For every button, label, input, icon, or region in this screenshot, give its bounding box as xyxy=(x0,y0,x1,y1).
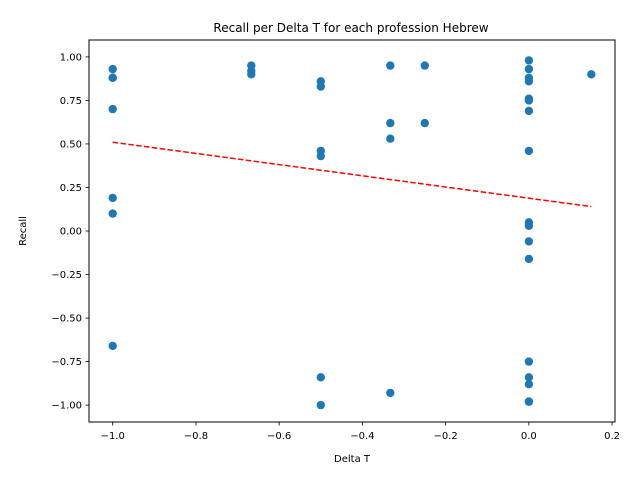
data-point xyxy=(247,70,256,79)
x-tick-label: −0.8 xyxy=(184,431,208,442)
data-point xyxy=(524,254,534,264)
data-point xyxy=(316,400,325,410)
data-point xyxy=(524,373,534,382)
x-tick-label: −0.6 xyxy=(267,431,291,442)
data-point xyxy=(108,209,117,218)
x-tick-label: 0.2 xyxy=(604,431,620,442)
x-tick-label: −0.2 xyxy=(433,431,457,442)
y-tick-label: −0.50 xyxy=(51,314,82,325)
data-point xyxy=(524,221,534,230)
data-point xyxy=(386,118,395,128)
data-point xyxy=(386,134,395,143)
y-tick-label: 0.50 xyxy=(60,139,82,150)
data-point xyxy=(420,118,429,128)
y-tick-label: −1.00 xyxy=(51,401,82,412)
trend-layer xyxy=(112,141,592,208)
data-point xyxy=(108,104,117,114)
x-axis-ticks: −1.0 −0.8 −0.6 −0.4 −0.2 0.0 0.2 xyxy=(101,422,620,442)
data-point xyxy=(524,146,534,156)
data-point xyxy=(524,380,534,389)
data-point xyxy=(524,96,534,105)
data-point xyxy=(108,73,117,83)
trend-line xyxy=(112,141,592,208)
x-tick-label: 0.0 xyxy=(521,431,537,442)
data-point xyxy=(386,61,395,70)
data-point xyxy=(524,237,534,246)
data-point xyxy=(108,64,117,74)
y-axis-label: Recall xyxy=(18,216,29,246)
data-point xyxy=(316,82,325,91)
data-point xyxy=(108,341,117,351)
y-tick-label: 1.00 xyxy=(60,52,82,63)
data-point xyxy=(316,151,325,161)
y-tick-label: 0.75 xyxy=(60,96,82,107)
x-axis-label: Delta T xyxy=(334,454,371,465)
data-point xyxy=(108,193,117,203)
data-point xyxy=(524,106,534,116)
data-point xyxy=(524,64,534,74)
data-point xyxy=(524,56,534,65)
data-point xyxy=(524,357,534,366)
y-axis-ticks: −1.00 −0.75 −0.50 −0.25 0.00 0.25 0.50 0.75 1.00 xyxy=(51,52,89,412)
points-layer xyxy=(108,56,596,410)
x-tick-label: −1.0 xyxy=(101,431,125,442)
chart-title: Recall per Delta T for each profession H… xyxy=(213,21,488,35)
y-tick-label: 0.25 xyxy=(60,183,82,194)
data-point xyxy=(316,373,325,382)
x-tick-label: −0.4 xyxy=(350,431,374,442)
y-tick-label: −0.75 xyxy=(51,357,82,368)
data-point xyxy=(420,61,429,70)
y-tick-label: −0.25 xyxy=(51,270,82,281)
data-point xyxy=(524,397,534,406)
y-tick-label: 0.00 xyxy=(60,227,82,238)
data-point xyxy=(386,388,395,398)
data-point xyxy=(524,77,534,86)
data-point xyxy=(587,70,596,79)
